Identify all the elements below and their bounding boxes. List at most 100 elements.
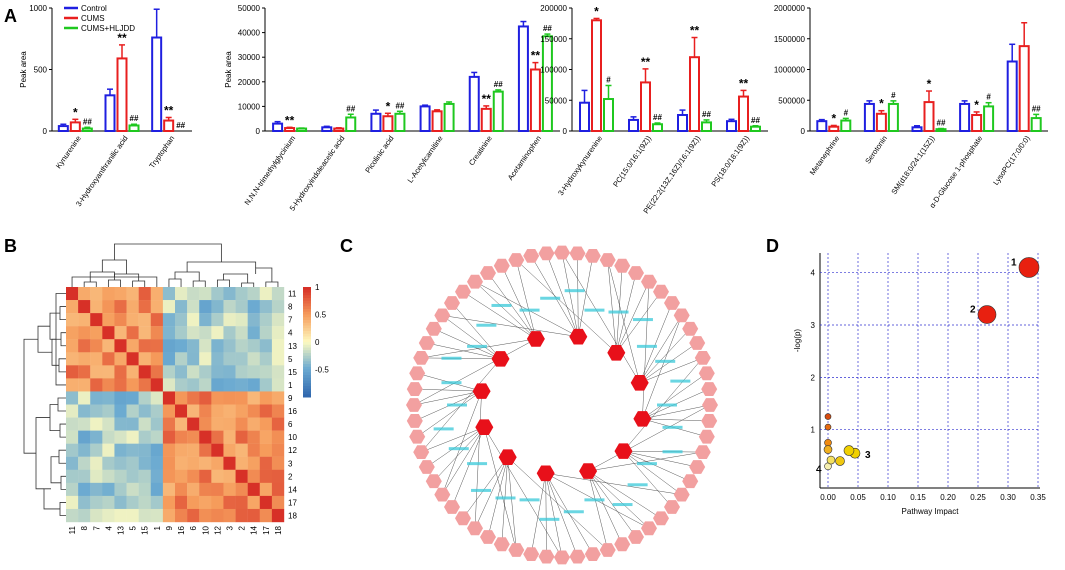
heatmap-cell xyxy=(162,391,176,405)
network-edge xyxy=(414,388,482,392)
bar xyxy=(935,128,947,132)
gene-label-mark xyxy=(563,510,584,514)
heatmap-cell xyxy=(114,482,127,497)
col-label: 5 xyxy=(129,525,138,530)
heatmap-cell xyxy=(247,430,260,444)
colorbar-tick: 0 xyxy=(315,338,320,347)
heatmap-cell xyxy=(271,456,285,470)
colorbar-step xyxy=(303,328,311,332)
heatmap-cell xyxy=(150,339,164,353)
heatmap-cell xyxy=(187,482,200,497)
row-label: 2 xyxy=(288,472,293,481)
panel-label-a: A xyxy=(4,6,17,26)
heatmap-cell xyxy=(90,326,103,340)
network-edge xyxy=(607,259,640,383)
network-edge xyxy=(642,281,650,419)
pathway-point xyxy=(843,445,855,456)
heatmap-cell xyxy=(247,482,260,497)
heatmap-cell xyxy=(211,495,224,510)
heatmap-cell xyxy=(175,443,188,457)
row-label: 1 xyxy=(288,381,293,390)
heatmap-cell xyxy=(199,313,212,327)
col-label: 3 xyxy=(226,525,235,530)
heatmap-cell xyxy=(126,313,139,327)
metabolite-node xyxy=(569,328,588,345)
heatmap-cell xyxy=(66,495,79,510)
bar xyxy=(840,119,852,132)
heatmap-cell xyxy=(114,456,127,470)
network-edge xyxy=(588,451,703,472)
heatmap-cell xyxy=(162,482,176,497)
row-label: 13 xyxy=(288,342,297,351)
metabolite-node xyxy=(536,465,555,482)
heatmap-cell xyxy=(175,456,188,470)
significance-mark: * xyxy=(927,77,932,91)
heatmap-cell xyxy=(138,339,151,353)
heatmap-cell xyxy=(66,313,79,327)
heatmap-cell xyxy=(150,508,164,523)
heatmap-cell xyxy=(102,378,115,392)
heatmap-cell xyxy=(162,430,176,444)
heatmap-cell xyxy=(114,313,127,327)
heatmap-cell xyxy=(271,430,285,444)
heatmap-cell xyxy=(271,417,285,431)
network-edge xyxy=(545,473,593,555)
heatmap-cell xyxy=(162,456,176,470)
bar-chart-2: 0 10000 20000 30000 40000 50000 Peak area N,N,N… xyxy=(224,4,560,213)
significance-mark: ## xyxy=(702,110,711,119)
heatmap-cell xyxy=(150,352,164,366)
colorbar-step xyxy=(303,342,311,346)
colorbar-step xyxy=(303,377,311,381)
gene-node xyxy=(698,366,715,381)
gene-label-mark xyxy=(467,344,488,348)
heatmap-cell xyxy=(199,404,212,418)
colorbar-step xyxy=(303,317,311,321)
gene-node xyxy=(425,474,442,489)
col-label: 1 xyxy=(153,525,162,530)
heatmap-cell xyxy=(259,482,273,497)
x-tick-label: 0.35 xyxy=(1030,493,1046,502)
bar xyxy=(828,125,840,132)
heatmap-cell xyxy=(126,482,139,497)
heatmap-cell xyxy=(187,430,200,444)
heatmap-cell xyxy=(187,443,200,457)
bar xyxy=(983,105,995,133)
network-edge xyxy=(545,473,547,557)
bar xyxy=(296,127,308,132)
gene-node xyxy=(523,249,540,263)
panel-c: C xyxy=(340,236,718,565)
bar xyxy=(579,101,590,132)
bar xyxy=(104,94,116,132)
heatmap-cell xyxy=(114,404,127,418)
heatmap-cell xyxy=(138,482,151,497)
heatmap-cell xyxy=(90,391,103,405)
bar xyxy=(443,102,455,133)
heatmap-cell xyxy=(78,378,91,392)
network-edge xyxy=(616,281,650,353)
network-edge xyxy=(474,281,537,340)
heatmap-cell xyxy=(199,326,212,340)
gene-node xyxy=(455,284,471,299)
network-edge xyxy=(587,470,637,538)
gene-node xyxy=(614,258,631,273)
dendrogram-link xyxy=(49,404,60,432)
dendrogram-link xyxy=(23,338,38,454)
heatmap-cell xyxy=(247,313,260,327)
colorbar-step xyxy=(303,303,311,307)
heatmap-cell xyxy=(114,391,127,405)
pathway-point xyxy=(824,438,832,447)
gene-node xyxy=(694,351,711,365)
heatmap-cell xyxy=(199,495,212,510)
dendrogram-link xyxy=(168,278,182,287)
heatmap-cell xyxy=(138,469,151,484)
heatmap-cell xyxy=(78,326,91,340)
network-edge xyxy=(487,272,537,340)
heatmap-cell xyxy=(138,508,151,523)
heatmap-cell xyxy=(66,443,79,457)
gene-label-mark xyxy=(636,462,657,466)
colorbar-step xyxy=(303,292,311,296)
heatmap-cell xyxy=(235,482,248,497)
heatmap-cell xyxy=(138,313,151,327)
